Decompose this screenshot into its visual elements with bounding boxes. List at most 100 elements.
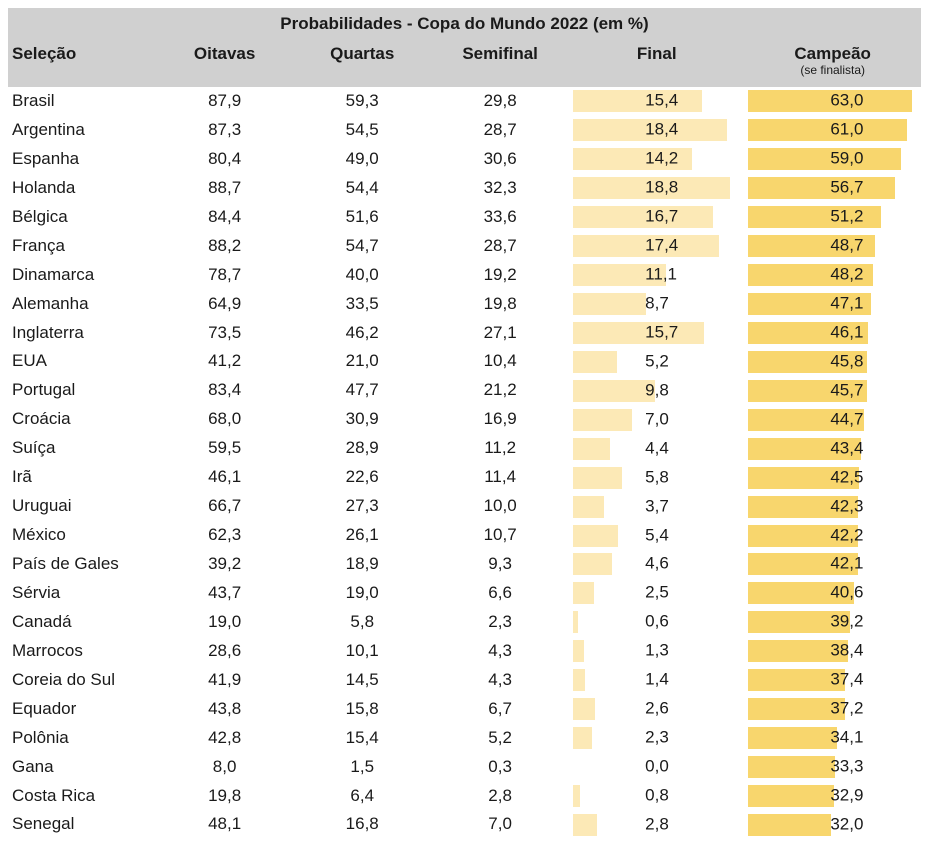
semifinal-value: 33,6 <box>431 203 569 232</box>
quartas-value: 5,8 <box>293 608 431 637</box>
team-name: Irã <box>8 463 156 492</box>
final-value: 5,8 <box>645 466 669 489</box>
quartas-value: 19,0 <box>293 579 431 608</box>
table-row: França88,254,728,717,448,7 <box>8 232 921 261</box>
oitavas-value: 88,7 <box>156 174 294 203</box>
table-row: Holanda88,754,432,318,856,7 <box>8 174 921 203</box>
final-bar <box>573 380 655 402</box>
team-name: Croácia <box>8 405 156 434</box>
semifinal-value: 16,9 <box>431 405 569 434</box>
table-row: Canadá19,05,82,30,639,2 <box>8 608 921 637</box>
team-name: Coreia do Sul <box>8 666 156 695</box>
semifinal-value: 21,2 <box>431 376 569 405</box>
table-row: Espanha80,449,030,614,259,0 <box>8 145 921 174</box>
oitavas-value: 59,5 <box>156 434 294 463</box>
semifinal-value: 6,6 <box>431 579 569 608</box>
final-bar-cell: 5,8 <box>569 463 744 492</box>
oitavas-value: 41,2 <box>156 347 294 376</box>
campeao-value: 39,2 <box>830 611 863 634</box>
team-name: Polônia <box>8 724 156 753</box>
quartas-value: 46,2 <box>293 319 431 348</box>
campeao-value: 45,7 <box>830 379 863 402</box>
quartas-value: 30,9 <box>293 405 431 434</box>
final-bar-cell: 4,6 <box>569 550 744 579</box>
campeao-value: 38,4 <box>830 640 863 663</box>
final-bar-cell: 11,1 <box>569 261 744 290</box>
campeao-bar-cell: 34,1 <box>744 724 921 753</box>
oitavas-value: 46,1 <box>156 463 294 492</box>
col-quartas: Quartas <box>293 38 431 87</box>
oitavas-value: 8,0 <box>156 753 294 782</box>
table-title: Probabilidades - Copa do Mundo 2022 (em … <box>8 8 921 38</box>
col-campeao-main: Campeão <box>794 44 871 63</box>
semifinal-value: 10,0 <box>431 492 569 521</box>
campeao-value: 37,4 <box>830 669 863 692</box>
final-value: 3,7 <box>645 495 669 518</box>
final-value: 11,1 <box>645 264 677 287</box>
table-row: Croácia68,030,916,97,044,7 <box>8 405 921 434</box>
final-bar-cell: 1,3 <box>569 637 744 666</box>
campeao-value: 42,2 <box>830 524 863 547</box>
col-campeao: Campeão (se finalista) <box>744 38 921 87</box>
final-value: 14,2 <box>645 148 678 171</box>
semifinal-value: 6,7 <box>431 695 569 724</box>
campeao-bar-cell: 63,0 <box>744 87 921 116</box>
col-campeao-sub: (se finalista) <box>752 63 913 77</box>
quartas-value: 1,5 <box>293 753 431 782</box>
col-final: Final <box>569 38 744 87</box>
quartas-value: 28,9 <box>293 434 431 463</box>
quartas-value: 15,4 <box>293 724 431 753</box>
semifinal-value: 32,3 <box>431 174 569 203</box>
final-value: 2,8 <box>645 813 669 836</box>
campeao-bar-cell: 37,2 <box>744 695 921 724</box>
team-name: Canadá <box>8 608 156 637</box>
semifinal-value: 10,7 <box>431 521 569 550</box>
final-bar <box>573 553 611 575</box>
quartas-value: 6,4 <box>293 782 431 811</box>
semifinal-value: 0,3 <box>431 753 569 782</box>
table-row: País de Gales39,218,99,34,642,1 <box>8 550 921 579</box>
campeao-bar-cell: 42,5 <box>744 463 921 492</box>
team-name: Costa Rica <box>8 782 156 811</box>
campeao-bar-cell: 59,0 <box>744 145 921 174</box>
oitavas-value: 41,9 <box>156 666 294 695</box>
quartas-value: 54,5 <box>293 116 431 145</box>
campeao-bar <box>748 756 834 778</box>
campeao-value: 43,4 <box>830 437 863 460</box>
campeao-bar-cell: 47,1 <box>744 290 921 319</box>
table-row: Uruguai66,727,310,03,742,3 <box>8 492 921 521</box>
final-bar <box>573 438 610 460</box>
final-bar <box>573 409 632 431</box>
final-bar-cell: 18,4 <box>569 116 744 145</box>
table-row: Costa Rica19,86,42,80,832,9 <box>8 782 921 811</box>
oitavas-value: 87,9 <box>156 87 294 116</box>
final-bar <box>573 90 702 112</box>
final-bar <box>573 669 585 691</box>
campeao-value: 63,0 <box>830 90 863 113</box>
final-bar-cell: 0,0 <box>569 753 744 782</box>
final-bar-cell: 14,2 <box>569 145 744 174</box>
final-bar <box>573 582 594 604</box>
semifinal-value: 10,4 <box>431 347 569 376</box>
table-row: Alemanha64,933,519,88,747,1 <box>8 290 921 319</box>
semifinal-value: 28,7 <box>431 116 569 145</box>
semifinal-value: 11,4 <box>431 463 569 492</box>
oitavas-value: 64,9 <box>156 290 294 319</box>
final-bar <box>573 785 580 807</box>
campeao-value: 32,0 <box>830 813 863 836</box>
campeao-bar-cell: 61,0 <box>744 116 921 145</box>
campeao-bar-cell: 42,1 <box>744 550 921 579</box>
team-name: Inglaterra <box>8 319 156 348</box>
table-row: Polônia42,815,45,22,334,1 <box>8 724 921 753</box>
quartas-value: 10,1 <box>293 637 431 666</box>
final-bar <box>573 467 621 489</box>
quartas-value: 27,3 <box>293 492 431 521</box>
final-bar-cell: 1,4 <box>569 666 744 695</box>
table-row: México62,326,110,75,442,2 <box>8 521 921 550</box>
campeao-value: 51,2 <box>830 206 863 229</box>
final-bar <box>573 814 596 836</box>
final-value: 0,0 <box>645 756 669 779</box>
column-headers: Seleção Oitavas Quartas Semifinal Final … <box>8 38 921 87</box>
campeao-bar-cell: 48,2 <box>744 261 921 290</box>
oitavas-value: 87,3 <box>156 116 294 145</box>
